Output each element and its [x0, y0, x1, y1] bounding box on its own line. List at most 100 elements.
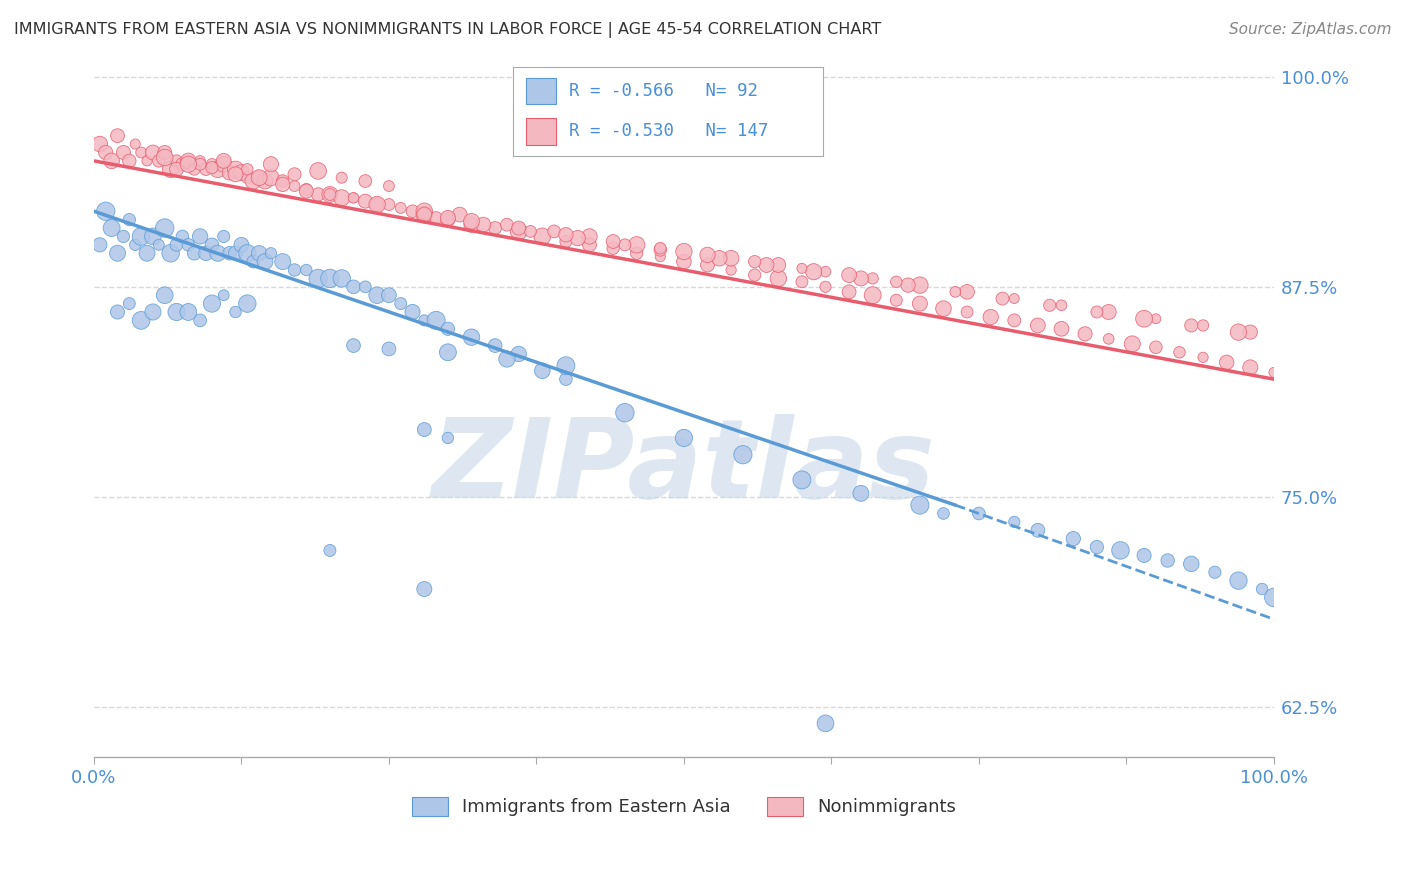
Point: [283, 263, 305, 277]
Point: [790, 261, 813, 276]
Point: [413, 582, 436, 596]
Point: [260, 157, 283, 171]
Point: [1133, 549, 1156, 563]
Point: [650, 241, 672, 255]
Point: [207, 246, 229, 260]
Point: [578, 229, 600, 244]
Text: IMMIGRANTS FROM EASTERN ASIA VS NONIMMIGRANTS IN LABOR FORCE | AGE 45-54 CORRELA: IMMIGRANTS FROM EASTERN ASIA VS NONIMMIG…: [14, 22, 882, 38]
Point: [1109, 543, 1132, 558]
Point: [1002, 515, 1025, 529]
Point: [980, 310, 1002, 324]
Point: [112, 145, 135, 160]
Point: [166, 153, 188, 168]
Point: [236, 246, 259, 260]
Point: [543, 224, 565, 238]
Point: [1026, 523, 1049, 537]
Point: [271, 174, 294, 188]
Point: [142, 145, 165, 160]
Point: [567, 231, 589, 245]
Point: [1121, 337, 1143, 351]
Point: [112, 229, 135, 244]
Point: [413, 208, 436, 222]
Point: [626, 237, 648, 252]
Point: [195, 162, 218, 177]
Text: R = -0.530   N= 147: R = -0.530 N= 147: [569, 122, 768, 140]
Point: [1263, 591, 1285, 605]
Point: [330, 170, 353, 185]
Point: [943, 285, 966, 299]
Point: [166, 162, 188, 177]
Point: [159, 162, 181, 177]
Point: [129, 313, 152, 327]
Point: [177, 157, 200, 171]
Point: [225, 246, 247, 260]
Point: [354, 280, 377, 294]
Point: [932, 507, 955, 521]
Point: [578, 237, 600, 252]
Point: [1133, 311, 1156, 326]
Point: [1227, 325, 1250, 339]
Point: [247, 246, 270, 260]
Point: [366, 197, 388, 211]
Point: [908, 296, 931, 310]
Point: [89, 237, 111, 252]
Point: [354, 194, 377, 209]
Point: [342, 191, 364, 205]
Point: [188, 313, 211, 327]
Point: [1098, 332, 1121, 346]
Point: [956, 285, 979, 299]
Point: [188, 157, 211, 171]
Point: [253, 254, 276, 268]
Point: [1144, 311, 1167, 326]
Point: [124, 137, 146, 152]
Point: [201, 296, 224, 310]
Point: [354, 174, 377, 188]
Point: [709, 252, 731, 266]
Point: [1002, 292, 1025, 306]
Point: [413, 204, 436, 219]
Point: [107, 128, 129, 143]
Point: [129, 145, 152, 160]
Point: [166, 305, 188, 319]
Point: [496, 351, 519, 366]
Point: [602, 235, 624, 249]
Point: [838, 285, 860, 299]
Point: [153, 221, 176, 235]
Point: [183, 162, 205, 177]
Point: [460, 218, 482, 232]
Point: [319, 187, 342, 202]
Point: [1050, 322, 1073, 336]
Point: [225, 305, 247, 319]
Point: [188, 153, 211, 168]
Point: [531, 364, 554, 378]
Point: [247, 170, 270, 185]
Point: [849, 271, 872, 285]
Point: [437, 322, 460, 336]
Point: [932, 301, 955, 316]
Point: [967, 507, 990, 521]
Point: [790, 275, 813, 289]
Point: [100, 153, 122, 168]
Point: [1263, 366, 1285, 380]
Point: [201, 157, 224, 171]
Point: [720, 252, 742, 266]
Point: [460, 214, 482, 228]
Point: [696, 248, 718, 262]
Point: [1074, 326, 1097, 341]
Point: [107, 305, 129, 319]
Text: R = -0.566   N= 92: R = -0.566 N= 92: [569, 82, 758, 100]
Point: [247, 170, 270, 185]
Point: [166, 237, 188, 252]
Point: [425, 313, 447, 327]
Point: [295, 263, 318, 277]
Point: [253, 174, 276, 188]
Point: [508, 347, 530, 361]
Point: [177, 305, 200, 319]
Point: [183, 246, 205, 260]
Point: [1192, 318, 1215, 333]
Point: [401, 305, 423, 319]
Point: [153, 151, 176, 165]
Point: [330, 191, 353, 205]
Point: [124, 237, 146, 252]
Point: [602, 241, 624, 255]
